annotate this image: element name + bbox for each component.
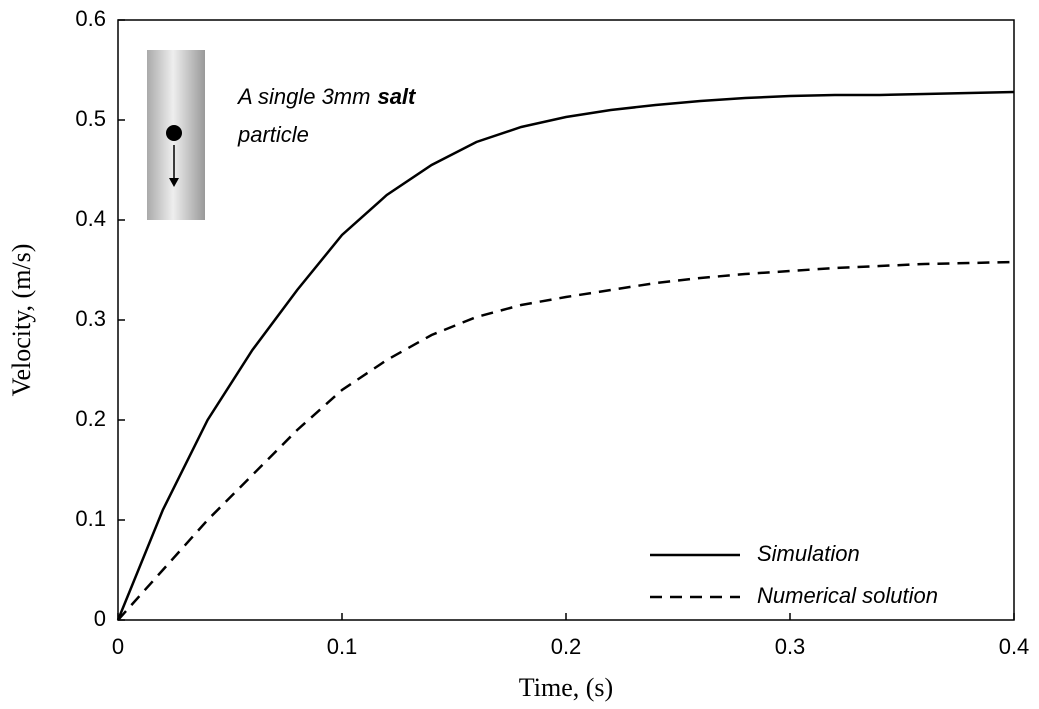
legend-label: Simulation xyxy=(757,541,860,566)
annotation-text: particle xyxy=(237,122,309,147)
y-tick-label: 0.4 xyxy=(75,206,106,231)
x-tick-label: 0.4 xyxy=(999,634,1030,659)
y-tick-label: 0 xyxy=(94,606,106,631)
y-axis-label: Velocity, (m/s) xyxy=(7,244,36,397)
series-line xyxy=(116,90,1015,621)
annotation: A single 3mm salt particle xyxy=(236,84,417,147)
x-tick-label: 0.3 xyxy=(775,634,806,659)
annotation-text: A single 3mm xyxy=(236,84,370,109)
inset-tube xyxy=(147,50,205,220)
legend-label: Numerical solution xyxy=(757,583,938,608)
y-tick-label: 0.5 xyxy=(75,106,106,131)
annotation-bold: salt xyxy=(377,84,417,109)
series-line xyxy=(117,260,1015,621)
x-axis-label: Time, (s) xyxy=(519,673,613,702)
y-tick-label: 0.2 xyxy=(75,406,106,431)
x-tick-label: 0.1 xyxy=(327,634,358,659)
y-tick-label: 0.1 xyxy=(75,506,106,531)
y-tick-label: 0.6 xyxy=(75,6,106,31)
plot-frame xyxy=(117,19,1015,621)
y-tick-label: 0.3 xyxy=(75,306,106,331)
x-tick-label: 0 xyxy=(112,634,124,659)
x-tick-label: 0.2 xyxy=(551,634,582,659)
